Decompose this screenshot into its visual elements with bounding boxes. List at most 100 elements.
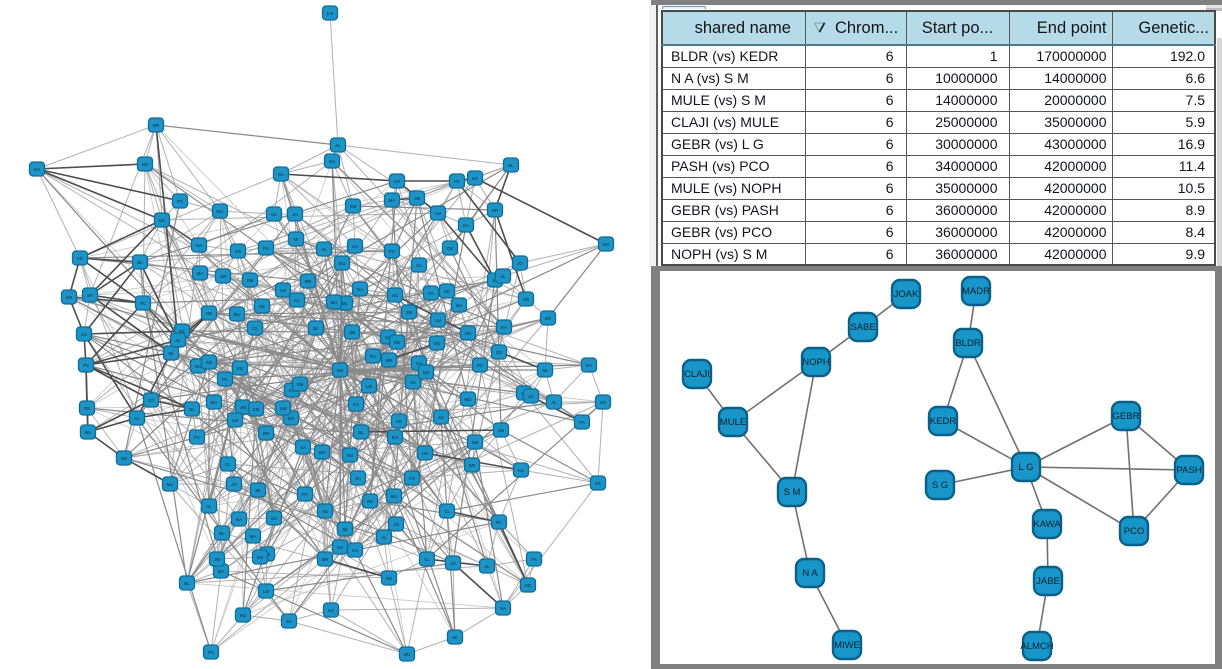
svg-text:ALMCH: ALMCH: [1020, 641, 1053, 652]
svg-text:BR: BR: [492, 208, 499, 213]
svg-text:BR: BR: [545, 316, 552, 321]
svg-text:LM: LM: [232, 418, 239, 423]
svg-text:BL: BL: [189, 407, 195, 412]
svg-text:JO: JO: [148, 398, 154, 403]
svg-text:NO: NO: [142, 162, 149, 167]
svg-text:MA: MA: [218, 569, 225, 574]
svg-text:GEBR: GEBR: [1113, 411, 1140, 422]
svg-text:LM: LM: [435, 318, 442, 323]
svg-text:NO: NO: [603, 242, 610, 247]
svg-text:LM: LM: [366, 384, 373, 389]
svg-text:MI: MI: [294, 237, 299, 242]
svg-text:SA: SA: [278, 172, 284, 177]
svg-text:MI: MI: [343, 527, 348, 532]
svg-text:SA: SA: [352, 244, 358, 249]
svg-text:NOPH: NOPH: [802, 357, 830, 368]
svg-text:GE: GE: [159, 218, 166, 223]
svg-text:PA: PA: [579, 420, 585, 425]
svg-text:S M: S M: [784, 487, 801, 498]
svg-text:AL: AL: [484, 564, 490, 569]
svg-text:KA: KA: [289, 388, 295, 393]
svg-text:PC: PC: [83, 363, 90, 368]
svg-text:MI: MI: [256, 488, 261, 493]
svg-text:KA: KA: [34, 167, 40, 172]
svg-text:LM: LM: [280, 406, 287, 411]
svg-text:MA: MA: [197, 271, 204, 276]
svg-text:JO: JO: [231, 482, 237, 487]
svg-text:N A: N A: [802, 568, 818, 579]
svg-text:GE: GE: [121, 456, 128, 461]
svg-text:MU: MU: [167, 482, 174, 487]
svg-text:LM: LM: [422, 451, 429, 456]
svg-text:MI: MI: [169, 351, 174, 356]
svg-text:AL: AL: [335, 143, 341, 148]
svg-text:PA: PA: [222, 377, 228, 382]
svg-text:CLAJI: CLAJI: [684, 369, 710, 380]
svg-text:PA: PA: [428, 291, 434, 296]
svg-text:BL: BL: [184, 581, 190, 586]
svg-text:JO: JO: [528, 394, 534, 399]
svg-text:KA: KA: [518, 468, 524, 473]
svg-text:NO: NO: [66, 295, 73, 300]
svg-text:NA: NA: [586, 363, 592, 368]
svg-text:GE: GE: [447, 246, 454, 251]
svg-text:MU: MU: [465, 397, 472, 402]
svg-text:SA: SA: [438, 415, 444, 420]
svg-text:MU: MU: [391, 494, 398, 499]
svg-text:GE: GE: [206, 311, 213, 316]
svg-text:L G: L G: [1019, 462, 1034, 473]
svg-text:LM: LM: [263, 589, 270, 594]
svg-text:KA: KA: [328, 608, 334, 613]
svg-text:NO: NO: [423, 370, 430, 375]
svg-text:CL: CL: [424, 557, 430, 562]
svg-text:SM: SM: [247, 278, 254, 283]
svg-text:S G: S G: [932, 480, 948, 491]
svg-text:MIWE: MIWE: [834, 640, 860, 651]
svg-text:JW: JW: [523, 297, 530, 302]
svg-text:SA: SA: [300, 445, 306, 450]
svg-text:CL: CL: [134, 416, 140, 421]
svg-text:SG: SG: [271, 516, 278, 521]
svg-text:SM: SM: [297, 382, 304, 387]
svg-text:AL: AL: [381, 535, 387, 540]
svg-text:JW: JW: [214, 557, 221, 562]
svg-text:KE: KE: [444, 289, 450, 294]
svg-text:PC: PC: [177, 199, 184, 204]
svg-text:BR: BR: [469, 463, 476, 468]
svg-text:JOAK: JOAK: [894, 289, 919, 300]
svg-text:NO: NO: [434, 341, 441, 346]
svg-text:KE: KE: [259, 304, 265, 309]
svg-text:AL: AL: [551, 400, 557, 405]
svg-text:KE: KE: [77, 256, 83, 261]
svg-text:AL: AL: [175, 338, 181, 343]
svg-text:NA: NA: [195, 364, 201, 369]
svg-text:BLDR: BLDR: [955, 338, 980, 349]
svg-text:MI: MI: [543, 368, 548, 373]
svg-text:BL: BL: [313, 326, 319, 331]
svg-text:NA: NA: [196, 243, 202, 248]
svg-text:NO: NO: [288, 416, 295, 421]
svg-text:PC: PC: [370, 354, 377, 359]
svg-text:PA: PA: [454, 179, 460, 184]
svg-text:SA: SA: [385, 335, 391, 340]
svg-text:BL: BL: [358, 430, 364, 435]
svg-text:SM: SM: [253, 407, 260, 412]
svg-text:MA: MA: [389, 198, 396, 203]
svg-text:KA: KA: [353, 402, 359, 407]
svg-text:SA: SA: [410, 380, 416, 385]
svg-text:NA: NA: [236, 517, 242, 522]
svg-text:GE: GE: [84, 406, 91, 411]
svg-text:KAWA: KAWA: [1033, 519, 1061, 530]
svg-text:SA: SA: [87, 293, 93, 298]
svg-text:JABE: JABE: [1036, 576, 1060, 587]
svg-text:PC: PC: [140, 301, 147, 306]
svg-text:PASH: PASH: [1176, 465, 1201, 476]
svg-text:BL: BL: [508, 163, 514, 168]
svg-text:SG: SG: [352, 548, 359, 553]
svg-text:CL: CL: [225, 462, 231, 467]
svg-text:SG: SG: [394, 179, 401, 184]
svg-text:CL: CL: [252, 326, 258, 331]
svg-text:BR: BR: [322, 557, 329, 562]
svg-text:MU: MU: [234, 312, 241, 317]
svg-text:MU: MU: [85, 430, 92, 435]
